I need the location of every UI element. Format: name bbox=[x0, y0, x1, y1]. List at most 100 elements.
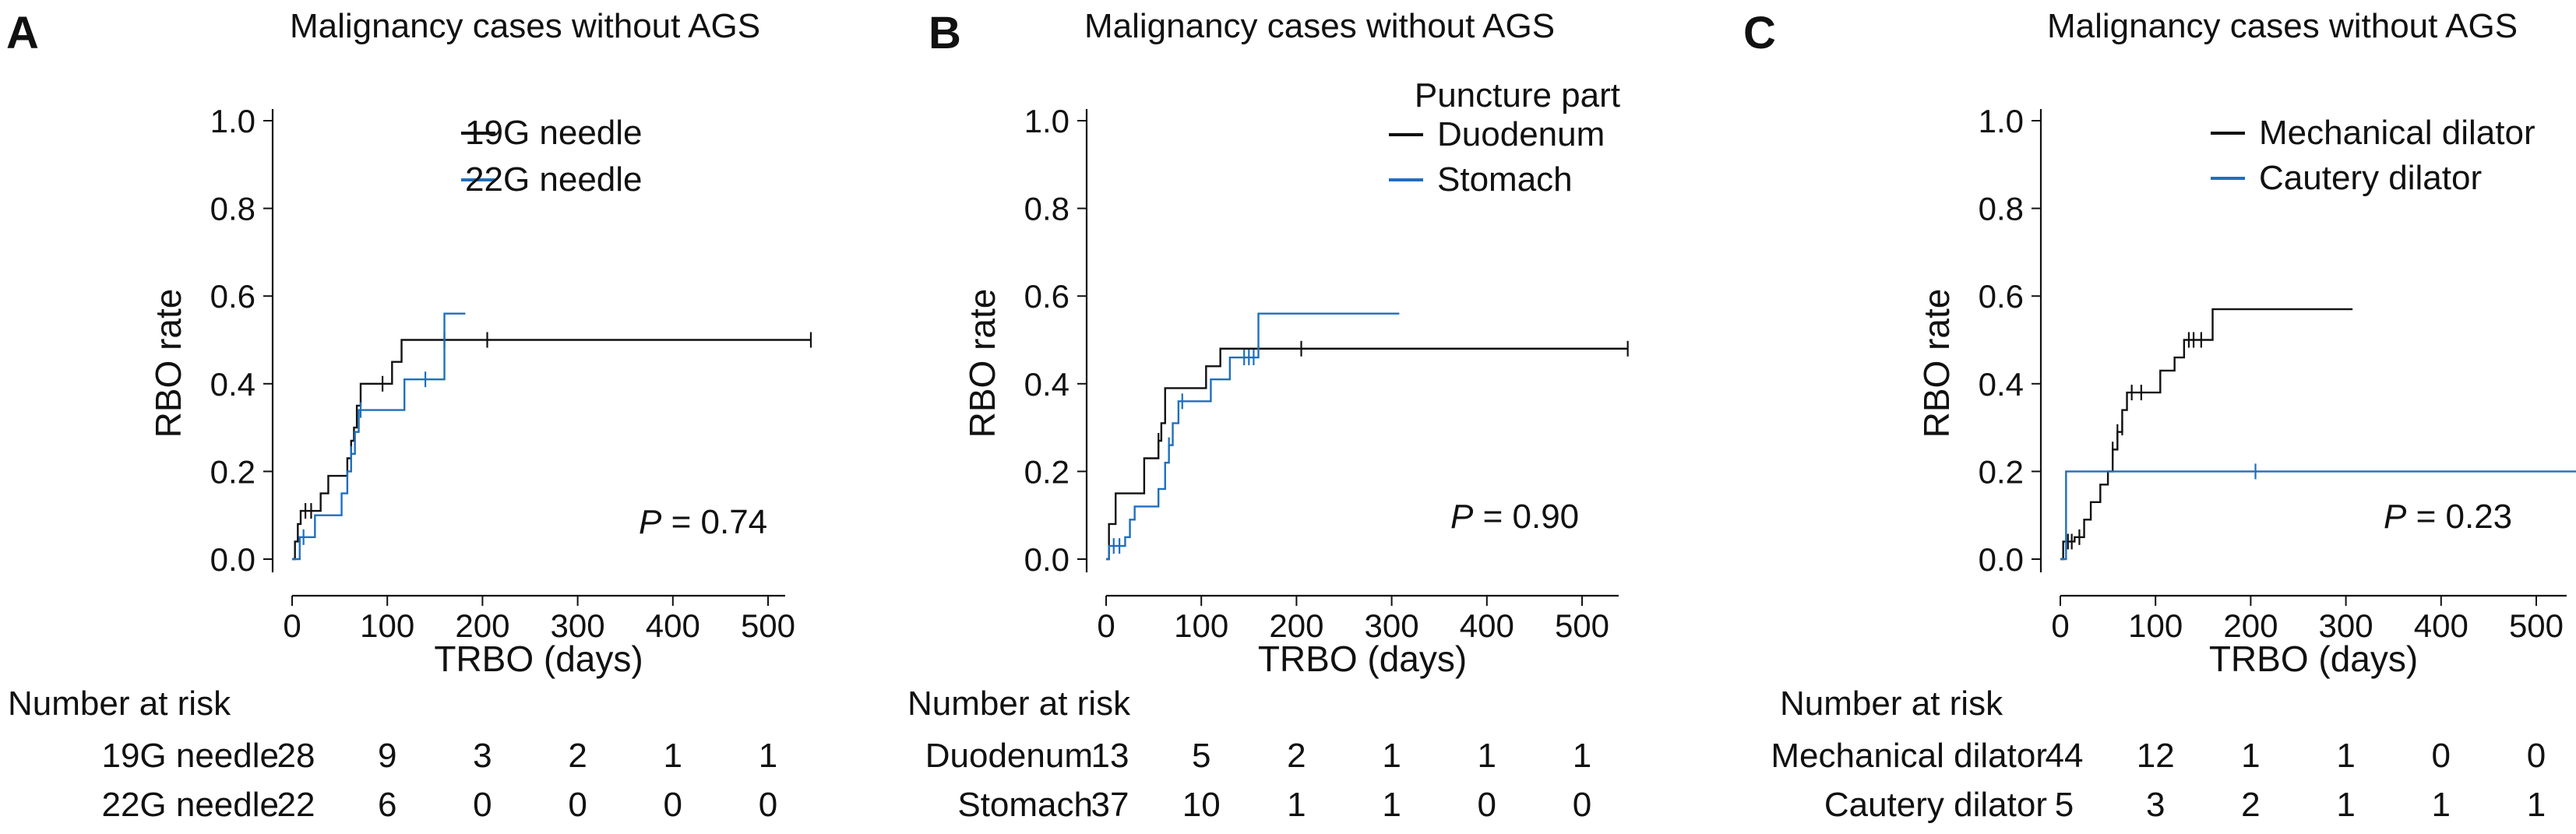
y-tick-label: 1.0 bbox=[1979, 103, 2024, 139]
legend-label: 22G needle bbox=[465, 160, 643, 199]
risk-value: 1 bbox=[2432, 786, 2451, 824]
risk-value: 1 bbox=[2241, 737, 2260, 775]
y-tick-label: 0.8 bbox=[1024, 191, 1070, 227]
km-curve-group1 bbox=[2060, 308, 2353, 561]
p-value: P = 0.23 bbox=[2384, 498, 2512, 536]
risk-value: 0 bbox=[473, 786, 492, 824]
x-tick-label: 100 bbox=[2128, 607, 2183, 644]
x-axis-title: TRBO (days) bbox=[2209, 639, 2418, 679]
risk-value: 2 bbox=[568, 737, 587, 775]
km-curve-group1 bbox=[1106, 347, 1628, 561]
km-curve-group2 bbox=[1106, 312, 1400, 561]
risk-value: 0 bbox=[759, 786, 777, 824]
risk-row-label: Duodenum bbox=[925, 737, 1093, 775]
risk-value: 6 bbox=[378, 786, 396, 824]
x-tick-label: 400 bbox=[646, 607, 700, 644]
chart-title: Malignancy cases without AGS bbox=[1084, 7, 1555, 45]
chart-title: Malignancy cases without AGS bbox=[2047, 7, 2518, 45]
risk-value: 0 bbox=[2432, 737, 2451, 775]
y-tick-label: 0.0 bbox=[1979, 541, 2024, 578]
risk-value: 37 bbox=[1091, 786, 1129, 824]
risk-value: 0 bbox=[664, 786, 682, 824]
risk-value: 1 bbox=[1478, 737, 1496, 775]
risk-value: 1 bbox=[1382, 737, 1401, 775]
risk-value: 22 bbox=[277, 786, 315, 824]
y-tick-label: 0.4 bbox=[1979, 366, 2024, 403]
p-value: P = 0.90 bbox=[1450, 498, 1579, 536]
risk-value: 13 bbox=[1091, 737, 1129, 775]
risk-row-label: Stomach bbox=[957, 786, 1093, 824]
legend-label: Stomach bbox=[1437, 160, 1573, 199]
y-tick-label: 0.6 bbox=[1979, 278, 2024, 315]
x-tick-label: 100 bbox=[360, 607, 414, 644]
y-tick-label: 0.6 bbox=[210, 278, 255, 315]
risk-value: 2 bbox=[2241, 786, 2260, 824]
risk-value: 5 bbox=[2055, 786, 2074, 824]
panel-B: B Malignancy cases without AGS 0.0 0.2 0.4 0.… bbox=[907, 7, 1629, 824]
y-axis-title: RBO rate bbox=[1916, 289, 1957, 438]
p-value-label: P bbox=[639, 503, 662, 541]
x-tick-label: 200 bbox=[1269, 607, 1323, 644]
risk-table-header: Number at risk bbox=[8, 684, 231, 723]
risk-value: 28 bbox=[277, 737, 315, 775]
y-tick-label: 1.0 bbox=[1024, 103, 1070, 139]
risk-value: 1 bbox=[759, 737, 777, 775]
risk-row-label: 19G needle bbox=[101, 737, 279, 775]
legend-label: Cautery dilator bbox=[2259, 159, 2482, 197]
p-value-number: = 0.90 bbox=[1473, 498, 1579, 536]
p-value-label: P bbox=[2384, 498, 2407, 536]
risk-value: 5 bbox=[1192, 737, 1210, 775]
y-tick-label: 0.2 bbox=[1024, 453, 1070, 490]
risk-value: 3 bbox=[2146, 786, 2165, 824]
x-axis-title: TRBO (days) bbox=[1258, 639, 1467, 679]
risk-value: 9 bbox=[378, 737, 396, 775]
panel-letter: B bbox=[929, 8, 961, 58]
p-value-label: P bbox=[1450, 498, 1474, 536]
x-tick-label: 500 bbox=[1555, 607, 1609, 644]
risk-value: 0 bbox=[1573, 786, 1591, 824]
y-tick-label: 0.8 bbox=[210, 191, 255, 227]
y-tick-label: 0.4 bbox=[1024, 366, 1070, 403]
risk-row-label: Cautery dilator bbox=[1824, 786, 2047, 824]
p-value-number: = 0.23 bbox=[2406, 498, 2512, 536]
panel-C: C Malignancy cases without AGS 0.0 0.2 0.4 0.… bbox=[1743, 7, 2576, 824]
risk-value: 12 bbox=[2137, 737, 2175, 775]
risk-value: 0 bbox=[2527, 737, 2546, 775]
risk-value: 10 bbox=[1182, 786, 1221, 824]
p-value: P = 0.74 bbox=[639, 503, 767, 541]
y-tick-label: 1.0 bbox=[210, 103, 255, 139]
x-tick-label: 300 bbox=[551, 607, 605, 644]
risk-table-header: Number at risk bbox=[1780, 684, 2003, 723]
x-tick-label: 100 bbox=[1174, 607, 1228, 644]
risk-value: 1 bbox=[1287, 786, 1306, 824]
risk-value: 1 bbox=[1382, 786, 1401, 824]
risk-row-label: 22G needle bbox=[101, 786, 279, 824]
risk-value: 1 bbox=[1573, 737, 1591, 775]
risk-value: 3 bbox=[473, 737, 492, 775]
risk-value: 1 bbox=[2336, 737, 2355, 775]
y-tick-label: 0.8 bbox=[1979, 191, 2024, 227]
x-tick-label: 400 bbox=[2414, 607, 2469, 644]
y-tick-label: 0.0 bbox=[210, 541, 255, 578]
risk-value: 1 bbox=[2336, 786, 2355, 824]
y-axis-title: RBO rate bbox=[962, 289, 1003, 438]
y-tick-label: 0.4 bbox=[210, 366, 255, 403]
risk-value: 2 bbox=[1287, 737, 1306, 775]
panel-letter: A bbox=[6, 8, 39, 58]
y-tick-label: 0.2 bbox=[210, 453, 255, 490]
x-tick-label: 0 bbox=[2051, 607, 2069, 644]
x-tick-label: 500 bbox=[2509, 607, 2564, 644]
x-tick-label: 500 bbox=[741, 607, 795, 644]
x-tick-label: 300 bbox=[1365, 607, 1419, 644]
x-tick-label: 0 bbox=[1097, 607, 1115, 644]
km-curve-group1 bbox=[292, 339, 811, 561]
x-tick-label: 0 bbox=[283, 607, 301, 644]
y-tick-label: 0.0 bbox=[1024, 541, 1070, 578]
risk-table-header: Number at risk bbox=[907, 684, 1131, 723]
risk-value: 0 bbox=[568, 786, 587, 824]
risk-value: 1 bbox=[2527, 786, 2546, 824]
risk-value: 0 bbox=[1478, 786, 1496, 824]
legend-label: Duodenum bbox=[1437, 115, 1605, 153]
risk-row-label: Mechanical dilator bbox=[1771, 737, 2047, 775]
